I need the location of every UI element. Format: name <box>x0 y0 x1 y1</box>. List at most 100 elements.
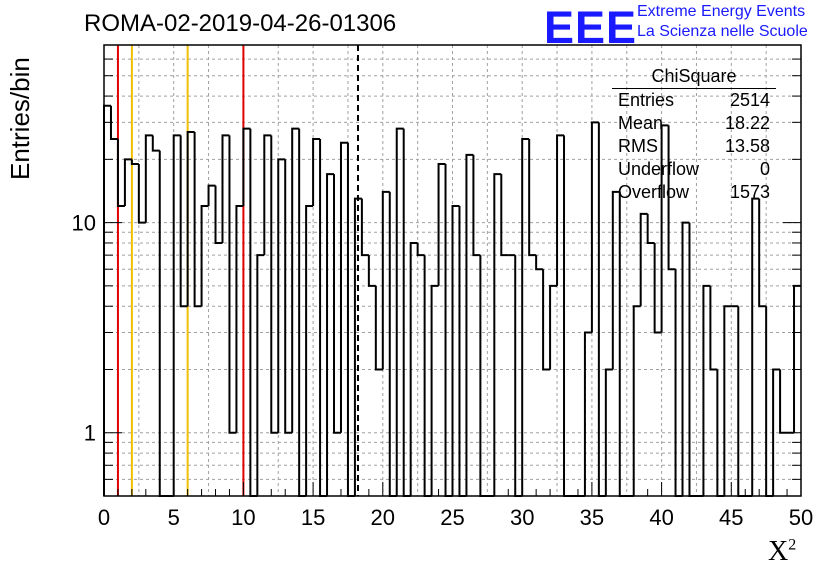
histogram-bin <box>186 130 195 307</box>
eee-logo: EEE <box>544 2 638 53</box>
run-title: ROMA-02-2019-04-26-01306 <box>84 10 397 37</box>
histogram-bin <box>291 127 300 433</box>
histogram-bin <box>444 164 453 497</box>
histogram-bin <box>472 154 481 257</box>
histogram-bin <box>298 128 307 497</box>
histogram-bin <box>388 191 397 497</box>
x-axis-label-superscript: 2 <box>788 536 797 554</box>
histogram-bin <box>521 137 530 496</box>
histogram-bin <box>751 197 760 496</box>
histogram-bin <box>123 158 132 206</box>
x-tick-label: 10 <box>231 505 255 530</box>
histogram-bin <box>395 127 404 496</box>
histogram-bin <box>277 158 286 433</box>
histogram-bin <box>646 213 655 244</box>
histogram-bin <box>381 190 390 370</box>
logo-line-1: Extreme Energy Events <box>637 3 806 20</box>
stats-row: RMS 13.58 <box>610 135 780 158</box>
histogram-bin <box>116 138 125 207</box>
histogram-bin <box>179 135 188 308</box>
histogram-bin <box>597 122 606 497</box>
histogram-bin <box>409 241 418 496</box>
histogram-bin <box>305 204 314 496</box>
stats-row-label: RMS <box>618 136 658 156</box>
histogram-bin <box>702 284 711 496</box>
histogram-bin <box>451 204 460 496</box>
histogram-bin <box>360 198 369 257</box>
x-tick-label: 50 <box>789 505 813 530</box>
x-tick-label: 0 <box>98 505 110 530</box>
histogram-bin <box>312 137 321 206</box>
histogram-bin <box>709 285 718 371</box>
reference-lines <box>116 45 359 496</box>
x-axis-label: X2 <box>768 536 796 568</box>
histogram-bin <box>367 255 376 287</box>
x-tick-label: 40 <box>649 505 673 530</box>
histogram-bin <box>416 242 425 257</box>
stats-row: Underflow 0 <box>610 158 780 181</box>
histogram-bin <box>549 284 558 370</box>
histogram-bin <box>242 127 251 206</box>
histogram-bin <box>758 198 767 308</box>
histogram-bin <box>556 134 565 286</box>
histogram-bin <box>542 269 551 371</box>
stats-row-value: 13.58 <box>724 136 770 156</box>
histogram-bin <box>632 305 641 496</box>
histogram-bin <box>103 104 111 496</box>
histogram-bin <box>207 184 216 206</box>
stats-row-label: Underflow <box>618 159 700 179</box>
histogram-bin <box>583 331 592 496</box>
histogram-bin <box>200 204 209 307</box>
histogram-bin <box>151 135 160 152</box>
histogram-bin <box>618 191 627 497</box>
histogram-bin <box>667 125 676 271</box>
x-tick-label: 45 <box>719 505 743 530</box>
y-tick-label: 10 <box>72 211 96 236</box>
stats-row-value: 2514 <box>729 90 770 110</box>
stats-row-value: 18.22 <box>724 113 770 133</box>
stats-title: ChiSquare <box>612 66 776 89</box>
x-tick-label: 5 <box>168 505 180 530</box>
histogram-bin <box>458 205 467 497</box>
histogram-bin <box>779 369 788 434</box>
histogram-bin <box>723 305 732 496</box>
histogram-bin <box>353 197 362 496</box>
histogram-bin <box>430 284 439 496</box>
stats-box: ChiSquare Entries 2514 Mean 18.22 RMS 13.58 Un… <box>610 66 780 204</box>
x-axis-label-text: X <box>768 536 789 567</box>
tick-labels: 0 5 10 15 20 25 30 35 40 45 50 1 10 <box>72 211 814 530</box>
x-tick-label: 30 <box>510 505 534 530</box>
y-tick-label: 1 <box>84 421 96 446</box>
histogram-bin <box>193 131 202 308</box>
histogram-bin <box>681 221 690 496</box>
x-tick-label: 15 <box>301 505 325 530</box>
histogram-bin <box>653 242 662 334</box>
histogram-bin <box>737 306 746 497</box>
stats-row: Mean 18.22 <box>610 112 780 135</box>
histogram-bin <box>228 135 237 434</box>
histogram-bin <box>528 138 537 257</box>
histogram-bin <box>772 368 781 496</box>
stats-row-label: Entries <box>618 90 675 110</box>
histogram-bin <box>639 212 648 307</box>
histogram-bin <box>214 185 223 244</box>
histogram-bin <box>109 105 118 140</box>
histogram-bin <box>465 153 474 496</box>
stats-row-value: 0 <box>759 159 770 179</box>
axis-ticks <box>103 58 802 496</box>
histogram-bin <box>374 285 383 371</box>
histogram-bin <box>144 134 153 223</box>
histogram-bin <box>172 134 181 496</box>
histogram-bin <box>263 134 272 256</box>
histogram-bin <box>674 269 683 497</box>
histogram-bin <box>270 135 279 434</box>
histogram-bin <box>437 163 446 286</box>
histogram-bin <box>514 255 523 497</box>
histogram-bin <box>339 141 348 433</box>
histogram-bin <box>688 222 697 497</box>
histogram-bin <box>346 142 355 497</box>
stats-row: Overflow 1573 <box>610 181 780 204</box>
stats-row-label: Mean <box>618 113 664 133</box>
histogram-bin <box>604 368 613 496</box>
histogram-bin <box>402 128 411 497</box>
